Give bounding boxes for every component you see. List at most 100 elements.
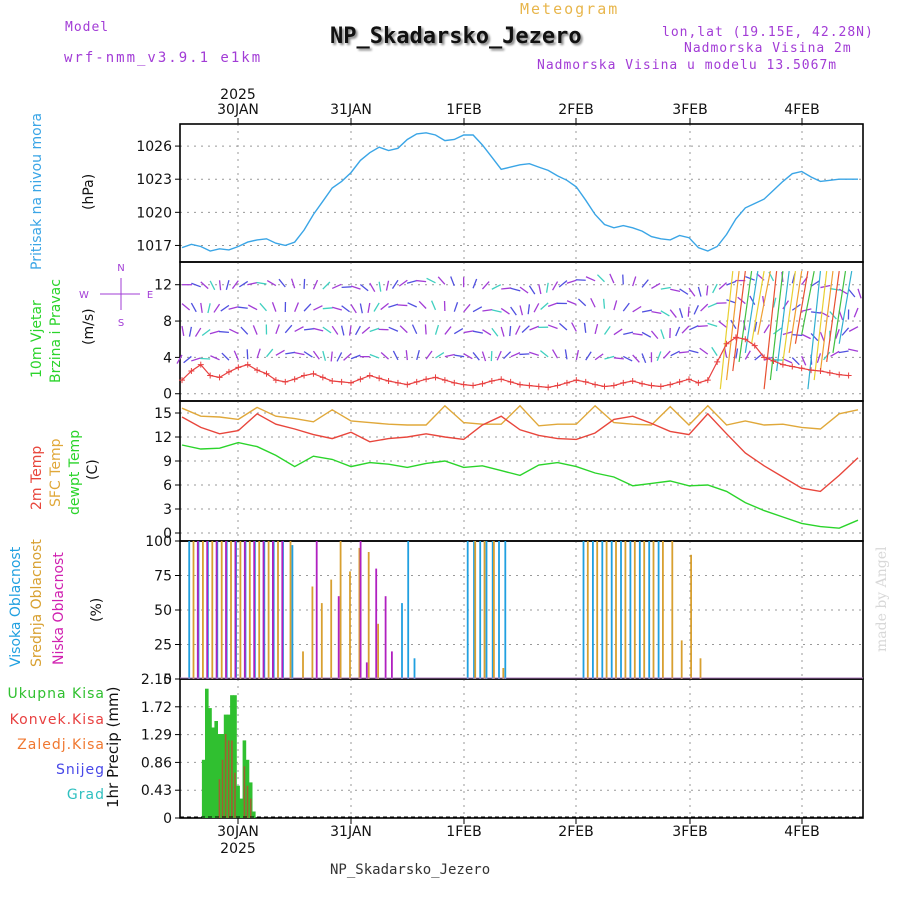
- wind-arrow: [510, 352, 521, 358]
- wind-arrow: [848, 348, 859, 352]
- wind-speed-marker: [526, 382, 533, 389]
- wind-arrow: [603, 325, 611, 335]
- wind-arrow: [602, 298, 606, 309]
- cloud-bar: [633, 541, 636, 679]
- cloud-bar: [662, 541, 664, 679]
- precip-conv-bar: [221, 759, 224, 818]
- wind-speed-marker: [394, 379, 401, 386]
- wind-arrow: [515, 325, 521, 335]
- wind-arrow: [388, 326, 399, 332]
- wind-arrow: [641, 309, 652, 313]
- wind-arrow: [207, 303, 211, 314]
- compass-w: W: [79, 290, 89, 301]
- wind-arrow: [687, 306, 690, 317]
- wind-arrow: [181, 303, 191, 311]
- wind-speed-marker: [798, 365, 805, 372]
- wind-speed-marker: [704, 377, 711, 384]
- wind-arrow: [378, 281, 382, 292]
- wind-arrow: [510, 287, 521, 292]
- wind-arrow: [697, 325, 708, 328]
- wind-arrow: [359, 283, 369, 292]
- cloud-bar: [610, 541, 613, 679]
- wind-arrow: [491, 284, 502, 290]
- cloud-bar: [365, 662, 368, 679]
- date-label-top: 1FEB: [446, 102, 481, 118]
- wind-arrow: [706, 285, 709, 296]
- precip-conv-bar: [224, 734, 227, 818]
- wind-arrow: [660, 329, 665, 340]
- wind-arrow: [558, 280, 568, 288]
- wind-arrow: [754, 353, 763, 361]
- precip-total-bar: [217, 734, 222, 818]
- wind-arrow: [416, 279, 427, 283]
- wind-speed-marker: [639, 380, 646, 387]
- legend-total: Ukupna Kisa: [7, 686, 105, 702]
- wind-arrow: [183, 355, 192, 364]
- wind-arrow: [830, 350, 840, 357]
- cloud-bar: [479, 541, 482, 679]
- ytick-label: 1026: [136, 139, 172, 155]
- wind-speed-marker: [338, 378, 345, 385]
- station-title: NP_Skadarsko_Jezero: [330, 24, 582, 49]
- wind-speed-marker: [470, 382, 477, 389]
- cloud-bar: [375, 568, 378, 679]
- wind-arrow: [832, 270, 847, 353]
- wind-arrow: [693, 305, 699, 315]
- wind-arrow: [472, 306, 483, 313]
- wind-arrow: [810, 332, 819, 342]
- wind-arrow: [540, 302, 549, 310]
- wind-arrow: [801, 355, 807, 366]
- wind-arrow: [453, 302, 459, 312]
- wind-arrow: [256, 348, 261, 359]
- wind-arrow: [551, 349, 559, 359]
- cloud-bar: [262, 541, 265, 679]
- wind-arrow: [430, 300, 437, 311]
- wind-arrow: [609, 273, 615, 284]
- wind-arrow: [841, 327, 850, 336]
- wind-arrow: [622, 302, 630, 312]
- wind-arrow: [564, 349, 568, 360]
- wind-arrow: [350, 285, 361, 290]
- wind-arrow: [369, 282, 376, 292]
- wind-arrow: [312, 350, 320, 360]
- wind-arrow: [397, 304, 408, 307]
- wind-speed-marker: [254, 367, 261, 374]
- cloud-bar: [473, 541, 475, 679]
- wind-speed-marker: [441, 377, 448, 384]
- cloud-bar: [466, 541, 469, 679]
- wind-arrow: [521, 325, 530, 333]
- cloud-bar: [243, 541, 246, 679]
- precip-conv-bar: [249, 798, 252, 818]
- wind-speed-marker: [301, 372, 308, 379]
- wind-speed-marker: [554, 382, 561, 389]
- wind-arrow: [331, 283, 342, 290]
- ytick-label: 1017: [136, 238, 172, 254]
- wind-arrow: [829, 287, 840, 291]
- cloud-bar: [291, 545, 294, 679]
- wind-arrow: [501, 287, 512, 290]
- wind-arrow: [838, 350, 849, 354]
- wind-arrow: [229, 328, 239, 335]
- wind-arrow: [444, 353, 455, 358]
- wind-speed-marker: [535, 383, 542, 390]
- ytick-label: 50: [154, 603, 172, 619]
- wind-arrow: [294, 351, 305, 356]
- wind-arrow: [350, 304, 357, 314]
- wind-speed-marker: [742, 336, 749, 343]
- cloud-bar: [302, 651, 304, 679]
- wind-speed-marker: [573, 377, 580, 384]
- wind-speed-marker: [263, 370, 270, 377]
- cloud-bar: [605, 541, 608, 679]
- wind-arrow: [392, 350, 399, 361]
- wind-arrow: [200, 357, 211, 360]
- wind-arrow: [210, 355, 220, 361]
- wind-arrow: [688, 349, 699, 354]
- precip-conv-bar: [231, 740, 233, 818]
- wind-arrow: [481, 351, 487, 362]
- wind-arrow: [331, 325, 339, 335]
- wind-arrow: [688, 287, 696, 297]
- wind-arrow: [275, 349, 285, 356]
- station-altitude: Nadmorska Visina 2m: [684, 41, 852, 56]
- wind-arrow: [670, 288, 681, 292]
- legend-conv: Konvek.Kisa: [9, 712, 105, 728]
